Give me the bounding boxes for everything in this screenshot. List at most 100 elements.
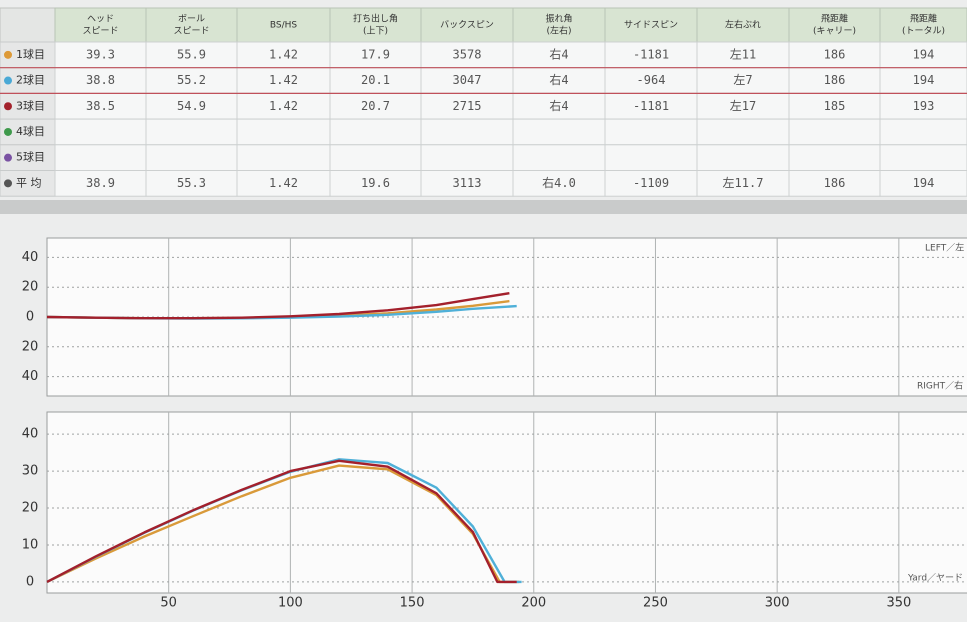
- cell: [329, 144, 422, 172]
- cell: [145, 41, 238, 69]
- plot-area: [46, 411, 967, 594]
- cell-value: 左11: [730, 46, 756, 61]
- cell: [879, 41, 967, 69]
- cell: [604, 41, 698, 69]
- cell: [879, 67, 967, 94]
- cell-value: 194: [913, 73, 935, 87]
- row-dot: [4, 50, 12, 59]
- cell-value: 20.1: [361, 73, 390, 87]
- cell: [420, 67, 514, 94]
- cell-value: 194: [913, 176, 935, 190]
- trajectory-line: [46, 292, 510, 320]
- cell-value: 右4: [549, 72, 568, 87]
- row-dot: [4, 76, 12, 85]
- cell: [604, 144, 698, 172]
- cell: [329, 67, 422, 94]
- header-cell: [54, 7, 147, 43]
- cell: [512, 118, 606, 146]
- header-cell: [329, 7, 422, 43]
- cell: [145, 92, 238, 120]
- row-label: 平 均: [16, 176, 42, 189]
- annotation: Yard／ヤード: [907, 573, 963, 584]
- cell: [788, 118, 881, 146]
- x-tick-label: 250: [643, 596, 668, 611]
- cell: [512, 170, 606, 197]
- cell: [512, 67, 606, 94]
- cell: [420, 144, 514, 172]
- cell-value: 54.9: [177, 99, 206, 113]
- cell: [236, 118, 331, 146]
- cell-value: 55.2: [177, 73, 206, 87]
- y-tick-label: 40: [22, 427, 39, 442]
- cell-value: 38.5: [86, 99, 115, 113]
- cell: [696, 118, 790, 146]
- trajectory-line: [46, 459, 517, 584]
- header-cell: [879, 7, 967, 43]
- cell: [696, 67, 790, 94]
- cell-value: 左7: [733, 72, 752, 87]
- y-tick-label: 40: [22, 369, 39, 384]
- cell: [696, 170, 790, 197]
- x-tick-label: 300: [765, 596, 790, 611]
- y-tick-label: 0: [26, 574, 34, 589]
- header-cell: [788, 7, 881, 43]
- row-dot: [4, 127, 12, 136]
- header-label: 左右ぶれ: [725, 19, 761, 31]
- cell-value: 1.42: [269, 47, 298, 61]
- y-tick-label: 40: [22, 250, 39, 265]
- cell: [788, 41, 881, 69]
- header-label: スピード: [82, 26, 118, 37]
- cell-value: 17.9: [361, 47, 390, 61]
- cell: [145, 144, 238, 172]
- cell-value: 右4: [549, 98, 568, 113]
- header-label: サイドスピン: [624, 20, 678, 31]
- cell-value: 55.9: [177, 47, 206, 61]
- cell-value: -964: [637, 73, 666, 87]
- header-label: BS/HS: [270, 21, 298, 31]
- cell-value: 194: [913, 47, 935, 61]
- cell: [145, 118, 238, 146]
- header-label: 打ち出し角: [353, 13, 398, 25]
- cell-value: 55.3: [177, 176, 206, 190]
- cell: [54, 41, 147, 69]
- header-label: ヘッド: [87, 15, 114, 25]
- cell: [879, 118, 967, 146]
- y-tick-label: 20: [22, 280, 39, 295]
- cell-value: -1181: [633, 99, 669, 113]
- cell-value: 39.3: [86, 47, 115, 61]
- row-label: 2球目: [16, 73, 45, 87]
- y-tick-label: 0: [26, 310, 34, 325]
- cell-value: 右4.0: [542, 175, 576, 190]
- header-label: (キャリー): [813, 27, 856, 37]
- cell: [54, 67, 147, 94]
- cell-value: 1.42: [269, 176, 298, 190]
- cell: [236, 144, 331, 172]
- cell: [879, 144, 967, 172]
- header-label: 飛距離: [821, 13, 848, 25]
- cell: [604, 170, 698, 197]
- y-tick-label: 10: [22, 537, 39, 552]
- cell: [329, 118, 422, 146]
- header-label: (上下): [363, 26, 388, 37]
- y-tick-label: 20: [22, 501, 39, 516]
- cell: [145, 170, 238, 197]
- cell: [54, 118, 147, 146]
- cell: [420, 92, 514, 120]
- header-cell: [420, 7, 514, 43]
- cell: [420, 118, 514, 146]
- table-header-corner: [0, 7, 56, 43]
- row-label: 4球目: [16, 124, 45, 138]
- header-label: 振れ角: [545, 13, 572, 25]
- row-label: 3球目: [16, 98, 45, 112]
- separator: [0, 200, 967, 214]
- header-label: (左右): [546, 25, 571, 37]
- cell-value: 186: [824, 73, 846, 87]
- cell-value: 186: [824, 47, 846, 61]
- row-dot: [4, 102, 12, 111]
- cell-value: 193: [913, 99, 935, 113]
- annotation: RIGHT／右: [917, 380, 963, 392]
- header-cell: [236, 7, 331, 43]
- cell-value: 20.7: [361, 99, 390, 113]
- cell: [788, 170, 881, 197]
- cell: [329, 92, 422, 120]
